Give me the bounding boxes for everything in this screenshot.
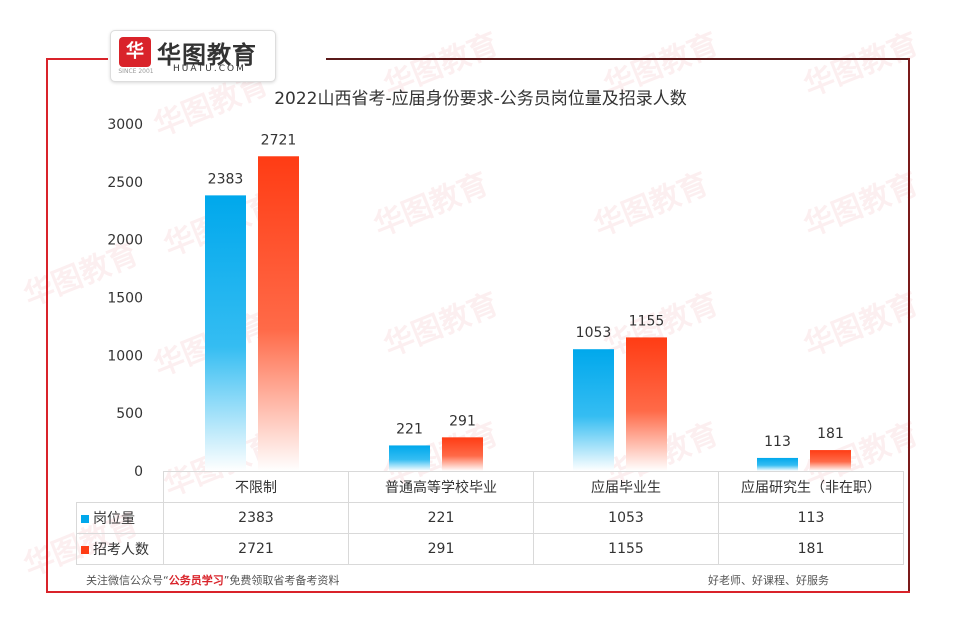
chart-title: 2022山西省考-应届身份要求-公务员岗位量及招录人数 — [274, 89, 687, 109]
footer-account-name: 公务员学习 — [168, 574, 224, 587]
y-tick-label: 1500 — [107, 291, 143, 307]
table-cell: 1053 — [533, 502, 719, 534]
bar-positions — [389, 445, 430, 471]
table-header-row: 不限制 普通高等学校毕业 应届毕业生 应届研究生（非在职） — [76, 471, 904, 503]
bar-value-label: 1155 — [629, 313, 665, 329]
frame-top-left — [46, 58, 108, 60]
bar-positions — [205, 195, 246, 471]
legend-blue-swatch-icon — [81, 515, 89, 523]
y-tick-label: 500 — [116, 406, 143, 422]
frame-bottom — [46, 591, 910, 593]
frame-top-right — [326, 58, 910, 60]
bar-value-label: 2383 — [208, 171, 244, 187]
footer-promo: 关注微信公众号“公务员学习”免费领取省考备考资料 — [86, 572, 339, 588]
table-header-cell: 应届毕业生 — [533, 471, 719, 503]
table-header-cell: 应届研究生（非在职） — [718, 471, 904, 503]
bar-value-label: 1053 — [576, 325, 612, 341]
bar-value-label: 291 — [449, 413, 476, 429]
table-row: 招考人数 2721 291 1155 181 — [76, 533, 904, 565]
y-tick-label: 2000 — [107, 233, 143, 249]
table-header-cell: 不限制 — [163, 471, 349, 503]
frame-left — [46, 58, 48, 593]
table-cell: 181 — [718, 533, 904, 565]
bar-positions — [573, 349, 614, 471]
legend-label: 招考人数 — [93, 542, 149, 558]
footer-prefix: 关注微信公众号“ — [86, 574, 169, 587]
logo-mark-icon: 华 — [119, 37, 151, 67]
table-cell: 2383 — [163, 502, 349, 534]
table-cell: 1155 — [533, 533, 719, 565]
legend-entry-applicants: 招考人数 — [76, 533, 164, 565]
bar-value-label: 2721 — [261, 132, 297, 148]
bar-value-label: 221 — [396, 421, 423, 437]
table-row: 岗位量 2383 221 1053 113 — [76, 502, 904, 534]
legend-red-swatch-icon — [81, 546, 89, 554]
table-cell: 113 — [718, 502, 904, 534]
logo-text: 华图教育 — [157, 41, 257, 69]
footer-suffix: ”免费领取省考备考资料 — [223, 574, 340, 587]
y-tick-label: 1000 — [107, 348, 143, 364]
table-cell: 2721 — [163, 533, 349, 565]
footer-slogan: 好老师、好课程、好服务 — [708, 574, 829, 587]
huatu-logo: 华 SINCE 2001 华图教育 HUATU.COM — [110, 30, 276, 82]
y-tick-label: 3000 — [107, 117, 143, 133]
bar-applicants — [258, 156, 299, 471]
legend-entry-positions: 岗位量 — [76, 502, 164, 534]
logo-since: SINCE 2001 — [118, 68, 154, 75]
bar-applicants — [810, 450, 851, 471]
table-cell: 291 — [348, 533, 534, 565]
bar-value-label: 181 — [817, 426, 844, 442]
bar-applicants — [442, 437, 483, 471]
table-header-cell: 普通高等学校毕业 — [348, 471, 534, 503]
legend-label: 岗位量 — [93, 511, 135, 527]
logo-url: HUATU.COM — [173, 64, 246, 74]
table-corner — [76, 471, 164, 503]
data-table: 不限制 普通高等学校毕业 应届毕业生 应届研究生（非在职） 岗位量 2383 2… — [76, 471, 904, 565]
y-tick-label: 2500 — [107, 175, 143, 191]
table-cell: 221 — [348, 502, 534, 534]
frame-right — [908, 58, 910, 593]
bar-value-label: 113 — [764, 434, 791, 450]
bar-positions — [757, 457, 798, 471]
bar-applicants — [626, 337, 667, 471]
